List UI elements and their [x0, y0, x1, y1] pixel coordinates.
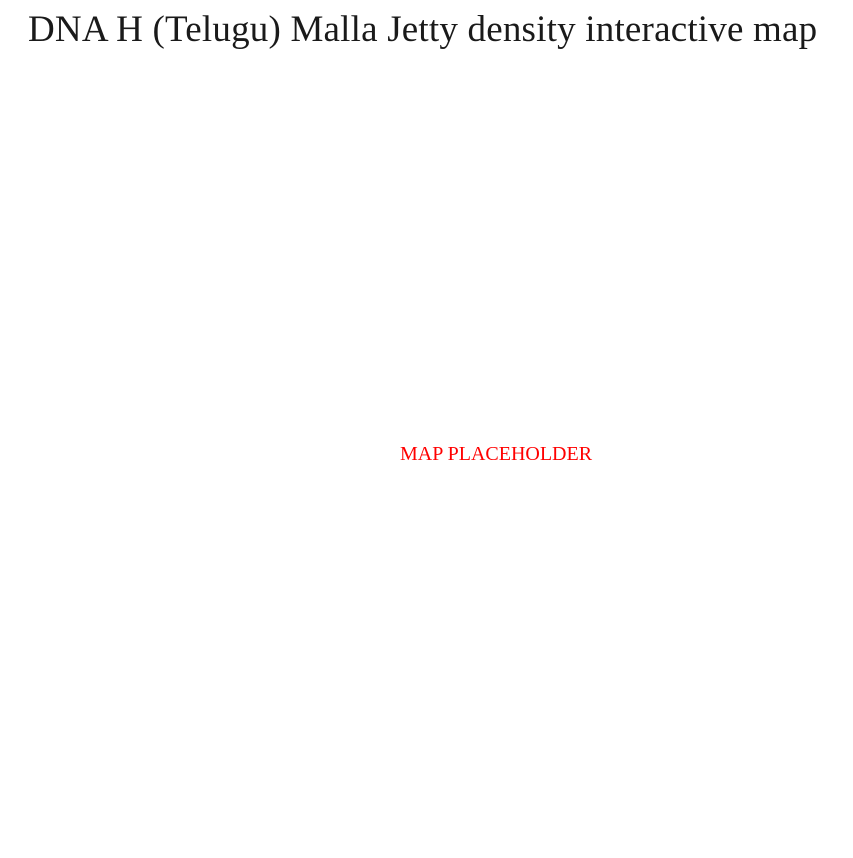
svg-text:MAP PLACEHOLDER: MAP PLACEHOLDER	[400, 443, 593, 465]
